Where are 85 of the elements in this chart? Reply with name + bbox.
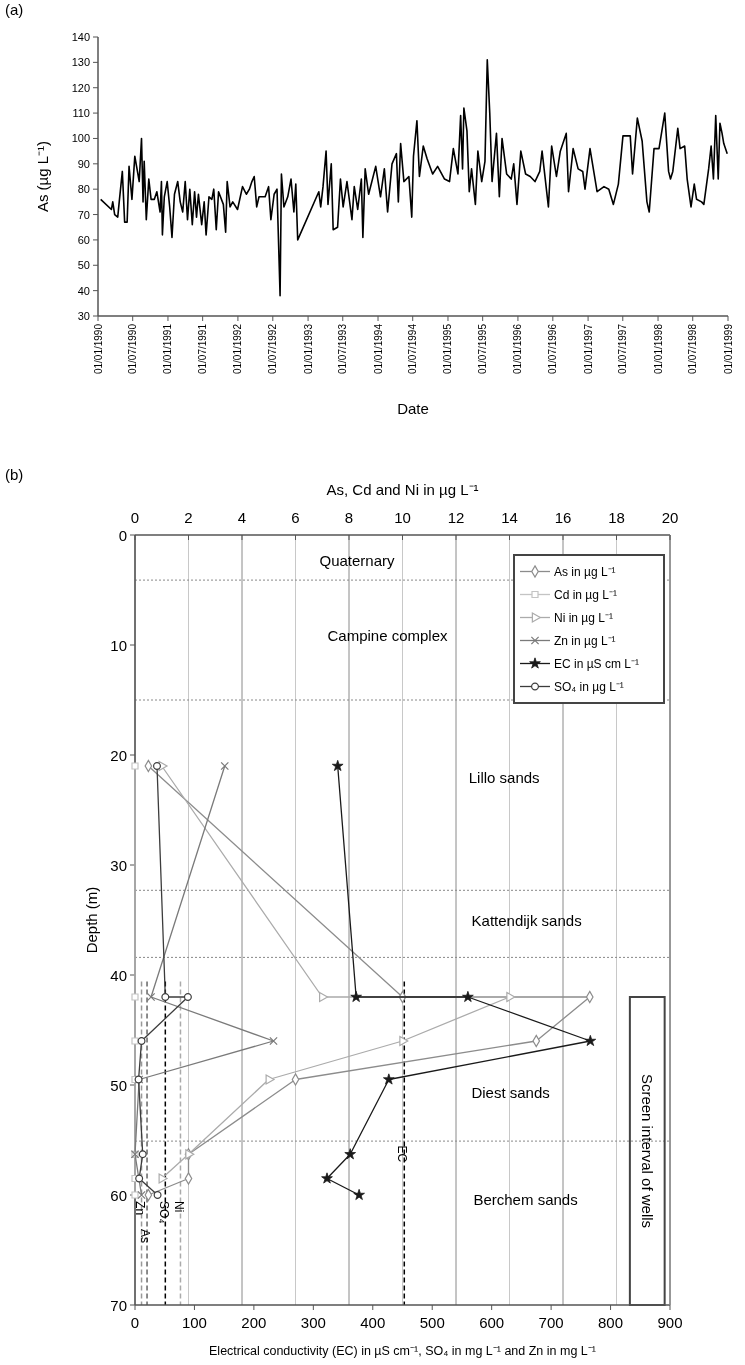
y-axis-title: As (µg L⁻¹) — [34, 140, 51, 213]
y-tick-label: 20 — [110, 746, 127, 764]
y-tick-label: 40 — [77, 284, 90, 297]
y-tick-label: 50 — [77, 259, 90, 272]
chart-title: (a) — [5, 1, 24, 18]
y-axis-title: Depth (m) — [83, 886, 100, 954]
y-tick-label: 10 — [110, 636, 127, 654]
ref-line-label: As — [138, 1229, 153, 1244]
x-tick-label: 01/07/1992 — [267, 323, 279, 375]
x2-tick-label: 20 — [661, 509, 679, 526]
x2-tick-label: 16 — [554, 509, 572, 526]
x2-tick-label: 2 — [184, 509, 193, 526]
y-tick-label: 60 — [110, 1186, 127, 1204]
x-tick-label: 01/01/1995 — [442, 323, 454, 375]
y-tick-label: 120 — [71, 81, 90, 94]
y-tick-label: 100 — [71, 132, 90, 145]
x-tick-label: 500 — [419, 1314, 445, 1331]
x-tick-label: 01/01/1997 — [582, 323, 594, 375]
annotation: Campine complex — [327, 626, 449, 644]
y-tick-label: 90 — [77, 157, 90, 170]
legend-label: As in µg L⁻¹ — [554, 564, 616, 579]
x2-tick-label: 4 — [237, 509, 247, 526]
x-tick-label: 01/07/1998 — [687, 323, 699, 375]
x2-tick-label: 0 — [130, 509, 140, 526]
annotation: Lillo sands — [468, 769, 540, 787]
x-tick-label: 400 — [360, 1314, 386, 1331]
x-tick-label: 01/01/1993 — [302, 323, 314, 375]
x-tick-label: 01/07/1993 — [337, 323, 349, 375]
annotation: Quaternary — [319, 551, 396, 569]
y-tick-label: 130 — [71, 56, 90, 69]
x2-tick-label: 8 — [344, 509, 354, 526]
x-tick-label: 01/01/1998 — [652, 323, 664, 375]
annotation: Screen interval of wells — [638, 1073, 656, 1229]
legend-label: Ni in µg L⁻¹ — [554, 610, 613, 625]
y-tick-label: 70 — [77, 208, 90, 221]
x-tick-label: 800 — [598, 1314, 624, 1331]
ref-line-label: Ni — [171, 1201, 186, 1213]
x-tick-label: 0 — [130, 1314, 140, 1331]
x-tick-label: 01/01/1999 — [722, 323, 734, 375]
x-tick-label: 01/01/1990 — [92, 323, 104, 375]
ref-line-label: EC — [395, 1145, 410, 1163]
y-tick-label: 50 — [110, 1076, 127, 1094]
x-tick-label: 01/07/1996 — [547, 323, 559, 375]
legend-label: Zn in µg L⁻¹ — [554, 633, 616, 648]
x-tick-label: 01/07/1991 — [197, 323, 209, 375]
x-tick-label: 700 — [538, 1314, 564, 1331]
x-tick-label: 200 — [241, 1314, 267, 1331]
x-tick-label: 01/07/1990 — [127, 323, 139, 375]
y-tick-label: 30 — [110, 856, 127, 874]
y-tick-label: 140 — [71, 31, 90, 43]
x-tick-label: 300 — [300, 1314, 326, 1331]
text: (b) — [5, 466, 24, 483]
legend-label: Cd in µg L⁻¹ — [554, 587, 617, 602]
y-tick-label: 70 — [110, 1296, 127, 1314]
x2-tick-label: 12 — [447, 509, 465, 526]
x-tick-label: 900 — [657, 1314, 683, 1331]
x-tick-label: 01/01/1991 — [162, 323, 174, 375]
y-tick-label: 110 — [72, 107, 90, 120]
y-tick-label: 80 — [77, 183, 90, 196]
y-tick-label: 40 — [110, 966, 127, 984]
x-tick-label: 01/07/1995 — [477, 323, 489, 375]
x-tick-label: 01/01/1996 — [512, 323, 524, 375]
x-tick-label: 600 — [479, 1314, 505, 1331]
legend-label: EC in µS cm L⁻¹ — [554, 656, 639, 671]
x-tick-label: 01/07/1997 — [617, 323, 629, 375]
x-axis-title: Electrical conductivity (EC) in µS cm⁻¹, SO₄ in mg L⁻¹ and Zn in mg L⁻¹ — [209, 1344, 596, 1358]
annotation: Berchem sands — [473, 1191, 578, 1209]
y-tick-label: 30 — [77, 310, 90, 322]
x2-tick-label: 18 — [608, 509, 625, 526]
x2-tick-label: 10 — [394, 509, 411, 526]
ref-line-label: Zn — [132, 1201, 147, 1216]
x2-tick-label: 14 — [501, 509, 518, 526]
x-tick-label: 01/01/1994 — [372, 323, 384, 375]
ref-line-label: SO₄ — [156, 1201, 171, 1224]
y-tick-label: 60 — [77, 233, 90, 246]
x-tick-label: 01/01/1992 — [232, 323, 244, 375]
annotation: Kattendijk sands — [471, 911, 582, 929]
x-tick-label: 100 — [181, 1314, 207, 1331]
x2-tick-label: 6 — [291, 509, 300, 526]
annotation: Diest sands — [471, 1083, 550, 1101]
x2-axis-title: As, Cd and Ni in µg L⁻¹ — [326, 481, 479, 498]
y-tick-label: 0 — [118, 526, 127, 544]
x-tick-label: 01/07/1994 — [407, 323, 419, 375]
legend-label: SO₄ in µg L⁻¹ — [554, 679, 624, 694]
x-axis-title: Date — [397, 400, 429, 417]
